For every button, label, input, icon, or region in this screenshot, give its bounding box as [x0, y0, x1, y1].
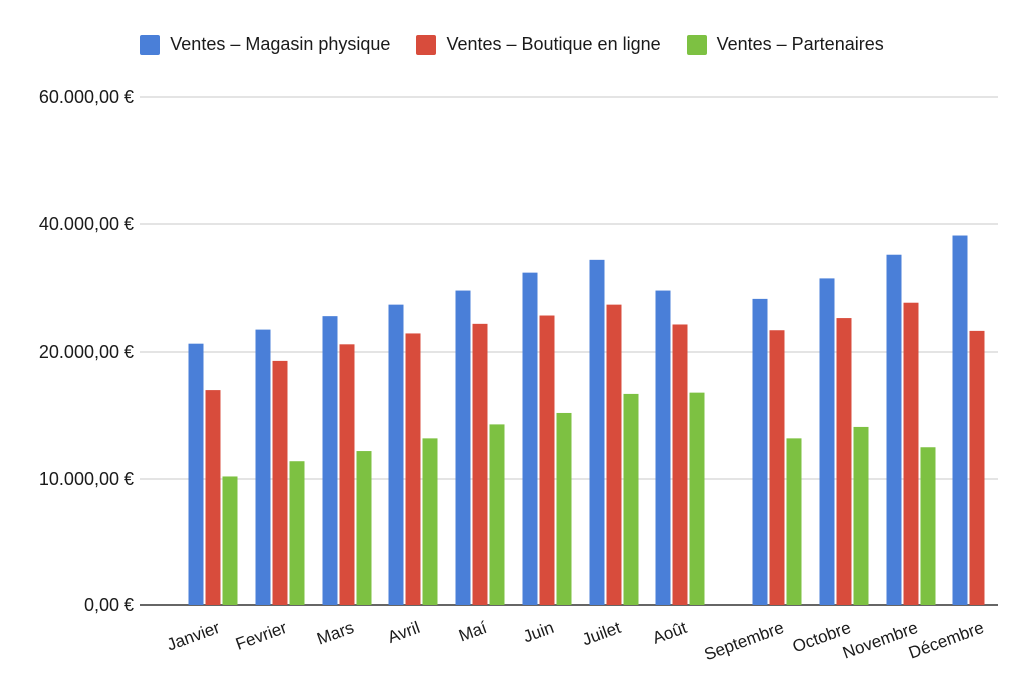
bar-boutique — [836, 318, 852, 605]
bar-partenaires — [222, 476, 238, 605]
bar-boutique — [339, 344, 355, 605]
x-tick-label: Maí — [456, 618, 489, 646]
bar-boutique — [769, 330, 785, 605]
bar-partenaires — [489, 424, 505, 605]
bar-magasin — [322, 316, 338, 605]
legend-label-boutique: Ventes – Boutique en ligne — [446, 34, 661, 54]
bar-partenaires — [623, 393, 639, 605]
legend-swatch-magasin — [140, 34, 161, 55]
y-tick-label: 10.000,00 € — [39, 469, 134, 489]
bar-magasin — [819, 278, 835, 605]
x-tick-label: Juilet — [580, 618, 624, 650]
bar-boutique — [472, 323, 488, 605]
legend: Ventes – Magasin physique Ventes – Bouti… — [0, 34, 1024, 55]
bar-boutique — [205, 390, 221, 605]
bar-magasin — [522, 272, 538, 605]
x-tick-label: Fevrier — [233, 618, 290, 654]
bar-boutique — [606, 304, 622, 605]
bar-magasin — [589, 259, 605, 605]
bar-magasin — [952, 235, 968, 605]
legend-item-partenaires: Ventes – Partenaires — [686, 34, 884, 55]
y-tick-label: 20.000,00 € — [39, 342, 134, 362]
bar-boutique — [672, 324, 688, 605]
y-tick-label: 60.000,00 € — [39, 87, 134, 107]
bar-partenaires — [422, 438, 438, 605]
x-tick-label: Août — [650, 618, 690, 648]
bar-boutique — [405, 333, 421, 605]
x-tick-label: Mars — [314, 618, 356, 649]
bar-magasin — [388, 304, 404, 605]
bar-partenaires — [289, 461, 305, 605]
bar-boutique — [969, 330, 985, 605]
x-tick-label: Juin — [521, 618, 557, 647]
y-tick-label: 40.000,00 € — [39, 214, 134, 234]
bar-magasin — [188, 343, 204, 605]
bar-partenaires — [853, 426, 869, 605]
bar-partenaires — [786, 438, 802, 605]
x-tick-label: Septembre — [702, 618, 787, 664]
bar-magasin — [655, 290, 671, 605]
bar-partenaires — [356, 451, 372, 605]
legend-item-boutique: Ventes – Boutique en ligne — [416, 34, 661, 55]
x-tick-label: Avril — [385, 618, 422, 647]
bar-magasin — [752, 298, 768, 605]
y-tick-label: 0,00 € — [84, 595, 134, 615]
bar-boutique — [539, 315, 555, 605]
legend-item-magasin: Ventes – Magasin physique — [140, 34, 390, 55]
x-tick-label: Janvier — [164, 618, 222, 655]
bar-magasin — [455, 290, 471, 605]
bar-partenaires — [689, 392, 705, 605]
bar-magasin — [255, 329, 271, 605]
x-tick-label: Décembre — [906, 618, 986, 663]
legend-label-partenaires: Ventes – Partenaires — [716, 34, 884, 54]
bar-partenaires — [920, 447, 936, 605]
bar-boutique — [903, 302, 919, 605]
bar-magasin — [886, 254, 902, 605]
bar-partenaires — [556, 412, 572, 605]
legend-swatch-boutique — [416, 34, 437, 55]
x-tick-label: Novembre — [840, 618, 920, 663]
legend-label-magasin: Ventes – Magasin physique — [170, 34, 391, 54]
bar-boutique — [272, 360, 288, 605]
legend-swatch-partenaires — [686, 34, 707, 55]
